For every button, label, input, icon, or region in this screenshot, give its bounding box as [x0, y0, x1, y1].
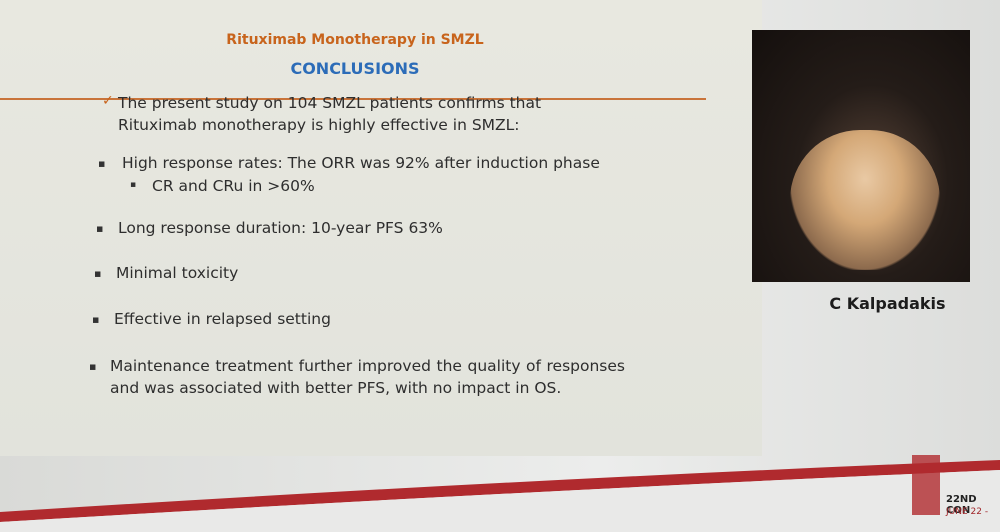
- bullet-text: Long response duration: 10-year PFS 63%: [118, 219, 443, 237]
- footer-swoosh: [0, 455, 1000, 532]
- bullet: ▪: [98, 157, 106, 170]
- bullet-text: High response rates: The ORR was 92% aft…: [122, 154, 600, 172]
- slide: Rituximab Monotherapy in SMZL CONCLUSION…: [0, 0, 762, 456]
- check-mark: ✓: [102, 93, 114, 109]
- bullet-text: Maintenance treatment further improved t…: [110, 357, 625, 397]
- sub-bullet-text: CR and CRu in >60%: [152, 177, 315, 195]
- bullet-text: Effective in relapsed setting: [114, 310, 331, 328]
- divider: [0, 98, 706, 100]
- speaker-name: C Kalpadakis: [829, 294, 946, 313]
- sub-bullet: ▪: [130, 180, 137, 190]
- slide-title: Rituximab Monotherapy in SMZL: [226, 32, 484, 48]
- bullet: ▪: [89, 360, 97, 373]
- congress-label: 22ND CON: [946, 494, 977, 516]
- speaker-figure: [790, 130, 940, 270]
- bullet-text: Minimal toxicity: [116, 264, 239, 282]
- congress-date: JUNE 22 -: [946, 507, 989, 517]
- bullet: ▪: [92, 313, 100, 326]
- bullet: ▪: [94, 267, 102, 280]
- slide-subtitle: CONCLUSIONS: [290, 59, 420, 78]
- bullet: ▪: [96, 222, 104, 235]
- intro-text: The present study on 104 SMZL patients c…: [118, 94, 542, 134]
